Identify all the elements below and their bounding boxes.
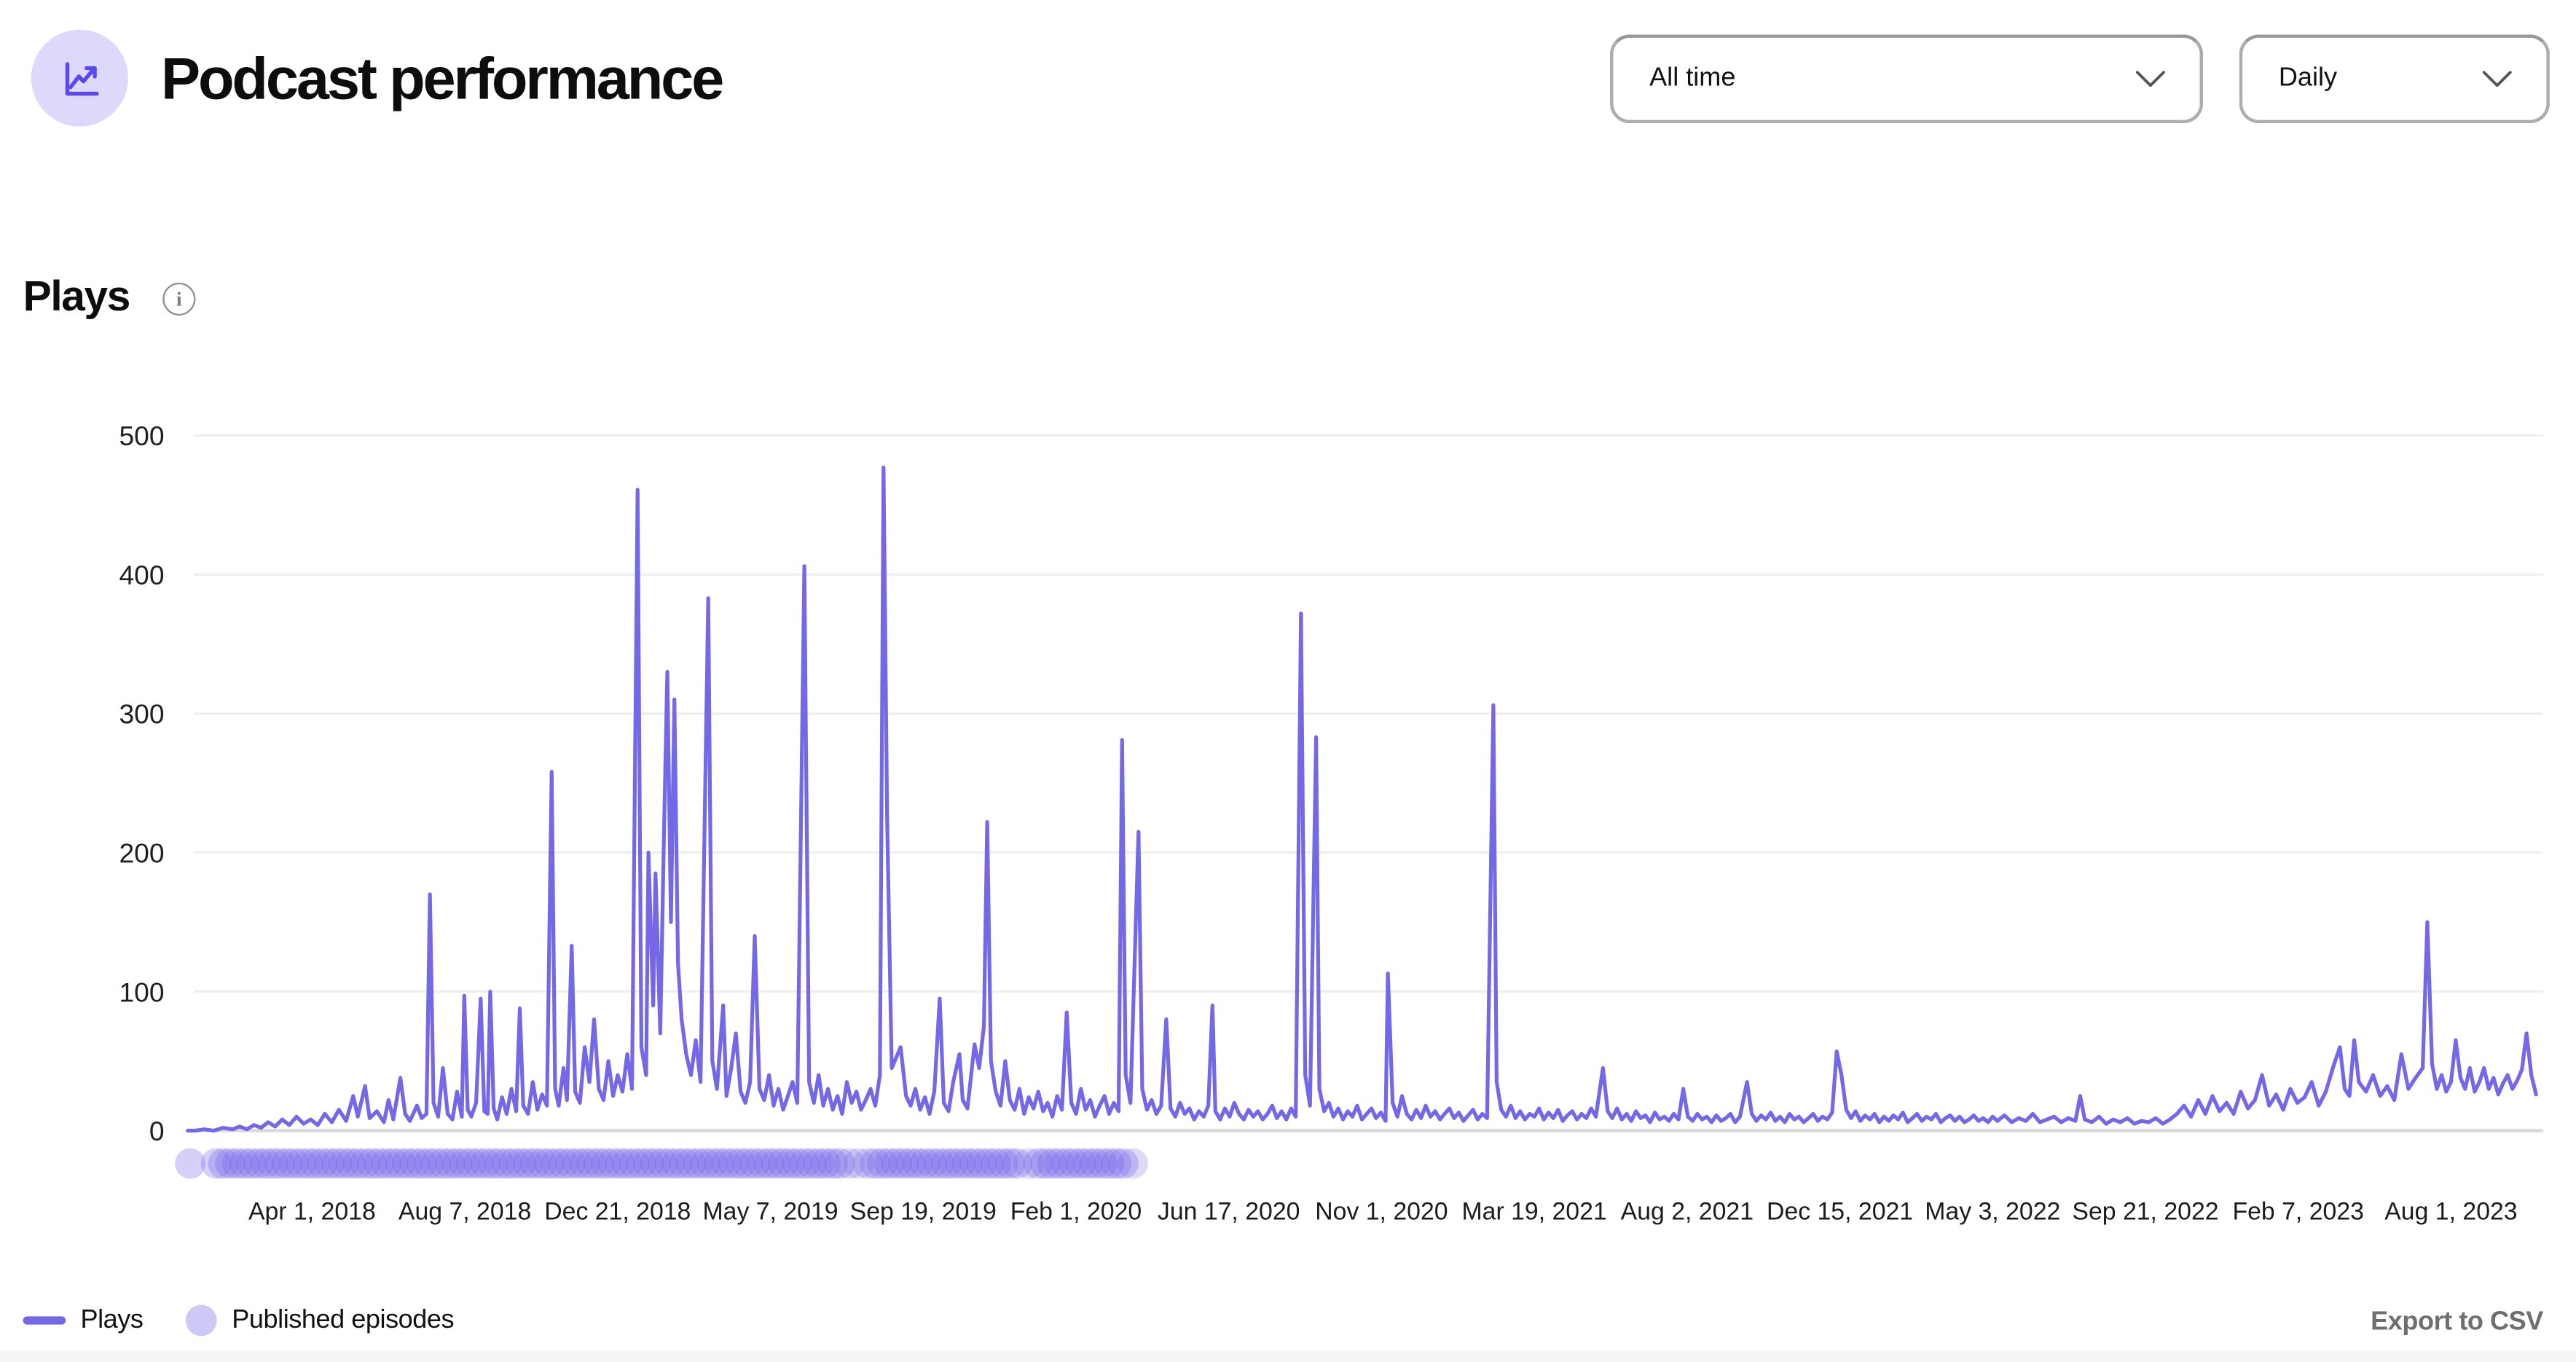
- page-title: Podcast performance: [160, 44, 724, 112]
- svg-text:Nov 1, 2020: Nov 1, 2020: [1315, 1197, 1448, 1225]
- svg-text:Aug 1, 2023: Aug 1, 2023: [2384, 1197, 2517, 1225]
- plays-line-series: [186, 465, 2538, 1133]
- svg-text:400: 400: [119, 560, 164, 590]
- export-to-csv-button[interactable]: Export to CSV: [2371, 1308, 2543, 1336]
- plays-section-title: Plays: [23, 271, 131, 321]
- chevron-down-icon: [2482, 71, 2512, 87]
- trend-chart-icon: [31, 29, 128, 127]
- svg-text:Dec 15, 2021: Dec 15, 2021: [1767, 1197, 1913, 1225]
- svg-text:Aug 2, 2021: Aug 2, 2021: [1621, 1197, 1754, 1225]
- bottom-divider: [0, 1350, 2576, 1362]
- svg-text:May 7, 2019: May 7, 2019: [702, 1197, 838, 1225]
- svg-text:May 3, 2022: May 3, 2022: [1925, 1197, 2060, 1225]
- svg-text:Feb 1, 2020: Feb 1, 2020: [1010, 1197, 1142, 1225]
- svg-text:Feb 7, 2023: Feb 7, 2023: [2232, 1197, 2363, 1225]
- legend-plays-label: Plays: [80, 1305, 144, 1334]
- svg-text:Apr 1, 2018: Apr 1, 2018: [248, 1197, 376, 1225]
- y-axis-labels: 0 100 200 300 400 500: [119, 420, 164, 1146]
- trend-line-glyph: [64, 61, 98, 95]
- svg-text:Dec 21, 2018: Dec 21, 2018: [544, 1197, 691, 1225]
- published-episode-dots: [175, 1148, 1148, 1179]
- svg-text:Mar 19, 2021: Mar 19, 2021: [1461, 1197, 1606, 1225]
- granularity-dropdown[interactable]: Daily: [2239, 34, 2550, 124]
- info-icon[interactable]: i: [162, 282, 196, 316]
- svg-text:Sep 21, 2022: Sep 21, 2022: [2072, 1197, 2218, 1225]
- svg-text:0: 0: [149, 1116, 165, 1146]
- time-range-value: All time: [1649, 63, 1736, 93]
- legend-episodes-label: Published episodes: [232, 1305, 455, 1334]
- granularity-value: Daily: [2278, 63, 2338, 93]
- svg-text:200: 200: [119, 837, 164, 868]
- svg-text:Aug 7, 2018: Aug 7, 2018: [398, 1197, 531, 1225]
- published-episodes-swatch: [186, 1304, 217, 1336]
- svg-text:100: 100: [119, 977, 164, 1007]
- svg-text:Jun 17, 2020: Jun 17, 2020: [1158, 1197, 1300, 1225]
- chart-legend: Plays Published episodes: [23, 1304, 497, 1336]
- plays-line-swatch: [23, 1316, 66, 1325]
- chevron-down-icon: [2135, 71, 2165, 87]
- svg-text:Sep 19, 2019: Sep 19, 2019: [850, 1197, 997, 1225]
- svg-text:300: 300: [119, 699, 164, 729]
- svg-text:500: 500: [119, 420, 164, 451]
- x-axis-labels: Apr 1, 2018 Aug 7, 2018 Dec 21, 2018 May 7,…: [248, 1197, 2518, 1225]
- gridlines: [194, 434, 2543, 1132]
- time-range-dropdown[interactable]: All time: [1609, 34, 2204, 124]
